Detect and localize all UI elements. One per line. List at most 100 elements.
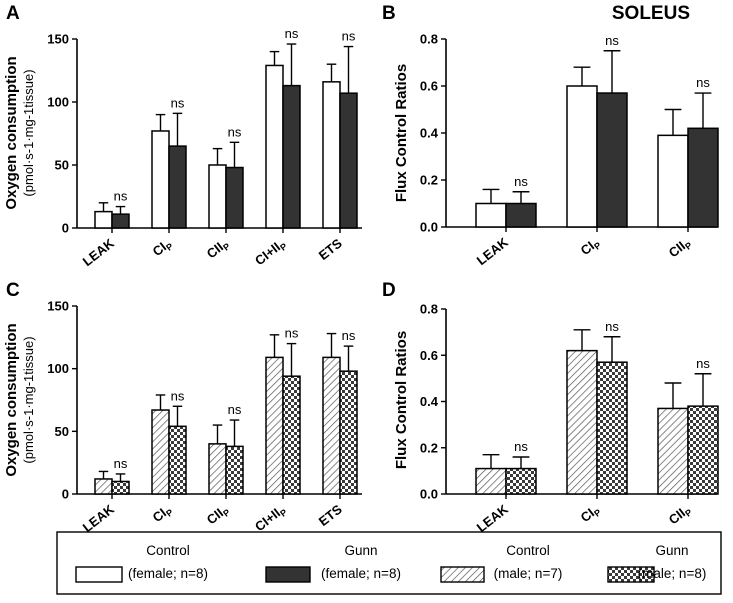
bar-control-male	[151, 409, 170, 495]
category-label-subscript: P	[683, 507, 694, 519]
legend-sublabel-gunn-female: (female; n=8)	[321, 566, 401, 581]
x-category-label: CIP	[578, 235, 603, 260]
x-category-label: CI+IIP	[252, 502, 289, 536]
y-tick-label: 0.4	[420, 126, 439, 141]
figure-title: SOLEUS	[612, 3, 690, 24]
bar-control-male	[94, 478, 113, 495]
y-tick-label: 100	[47, 361, 69, 376]
chart-panel-d: D Flux Control Ratios 0.0 0.2 0.4 0.6 0.8 ns LEA…	[382, 280, 719, 535]
bar-control-male	[475, 467, 507, 495]
x-category-label: LEAK	[474, 501, 512, 535]
category-label-main: LEAK	[80, 235, 118, 269]
legend-sublabel-control-male: (male; n=7)	[494, 566, 563, 581]
bar-control-female	[322, 81, 341, 229]
significance-label: ns	[114, 189, 128, 204]
legend-swatch-control-male	[440, 566, 485, 583]
legend-sublabel-gunn-male: (male; n=8)	[638, 566, 707, 581]
category-label-main: LEAK	[474, 501, 512, 535]
bar-control-female	[151, 130, 170, 229]
significance-label: ns	[171, 95, 185, 110]
bar-control-female	[208, 164, 227, 229]
panel-letter: C	[6, 280, 20, 301]
significance-label: ns	[605, 319, 619, 334]
chart-panel-b: B Flux Control Ratios 0.0 0.2 0.4 0.6 0.8 ns LEA…	[382, 3, 719, 268]
y-tick-label: 0.8	[420, 302, 438, 317]
bar-gunn-male	[168, 425, 187, 495]
legend-swatch-control-female	[75, 566, 123, 583]
category-label-subscript: P	[221, 507, 232, 519]
bar-control-male	[265, 356, 284, 495]
x-category-label: ETS	[316, 235, 345, 263]
category-label-main: ETS	[316, 501, 345, 529]
x-category-label: CIIP	[666, 235, 694, 262]
x-category-label: CIP	[150, 502, 175, 527]
y-tick-label: 50	[55, 158, 69, 173]
legend-swatch-gunn-male	[607, 566, 655, 583]
x-category-label: CIIP	[204, 236, 232, 263]
chart-panel-a: A Oxygen consumption (pmol·s-1·mg-1tissue)…	[3, 3, 362, 270]
y-tick-label: 150	[47, 299, 69, 314]
legend-swatch-gunn-female	[265, 566, 311, 583]
significance-label: ns	[228, 124, 242, 139]
bar-gunn-male	[505, 467, 537, 495]
significance-label: ns	[228, 402, 242, 417]
category-label-main: LEAK	[80, 501, 118, 535]
category-label-subscript: P	[278, 241, 289, 253]
bar-control-female	[265, 64, 284, 229]
bar-gunn-female	[339, 92, 358, 229]
significance-label: ns	[696, 75, 710, 90]
x-category-label: CIIP	[204, 502, 232, 529]
y-axis-sublabel: (pmol·s-1·mg-1tissue)	[21, 336, 36, 463]
bar-control-female	[657, 134, 689, 228]
category-label-main: ETS	[316, 235, 345, 263]
y-tick-label: 0.2	[420, 440, 438, 455]
legend-sublabel-control-female: (female; n=8)	[128, 566, 208, 581]
x-category-label: LEAK	[80, 235, 118, 269]
bar-gunn-female	[168, 145, 187, 229]
y-tick-label: 0	[62, 487, 69, 502]
y-tick-label: 0.4	[420, 394, 439, 409]
x-category-label: CIP	[578, 502, 603, 527]
category-label-subscript: P	[164, 507, 175, 519]
bar-gunn-female	[282, 84, 301, 229]
x-category-label: CI+IIP	[252, 236, 289, 270]
bar-gunn-female	[596, 92, 628, 228]
panel-letter: A	[6, 3, 20, 24]
chart-panel-c: C Oxygen consumption (pmol·s-1·mg-1tissue)…	[3, 280, 362, 536]
category-label-subscript: P	[221, 241, 232, 253]
legend-label-gunn-male: Gunn	[655, 543, 688, 558]
bar-control-female	[475, 202, 507, 228]
y-tick-label: 0.6	[420, 348, 438, 363]
bar-gunn-male	[282, 375, 301, 495]
bar-control-male	[566, 349, 598, 495]
y-axis-label: Oxygen consumption	[3, 323, 20, 476]
x-category-label: CIP	[150, 236, 175, 261]
category-label-subscript: P	[592, 240, 603, 252]
panel-letter: D	[382, 280, 396, 301]
y-tick-label: 0.0	[420, 487, 438, 502]
legend-label-control-female: Control	[146, 543, 190, 558]
significance-label: ns	[285, 326, 299, 341]
bar-control-male	[322, 356, 341, 495]
bar-control-male	[657, 407, 689, 495]
y-axis-label: Oxygen consumption	[3, 56, 20, 209]
significance-label: ns	[114, 456, 128, 471]
significance-label: ns	[696, 356, 710, 371]
bar-control-female	[566, 85, 598, 228]
significance-label: ns	[285, 26, 299, 41]
bar-gunn-female	[111, 213, 130, 229]
x-category-label: ETS	[316, 501, 345, 529]
y-axis-sublabel: (pmol·s-1·mg-1tissue)	[21, 69, 36, 196]
significance-label: ns	[514, 174, 528, 189]
bar-gunn-female	[225, 166, 244, 229]
y-tick-label: 50	[55, 424, 69, 439]
bar-gunn-male	[339, 370, 358, 495]
panel-letter: B	[382, 3, 396, 24]
category-label-main: LEAK	[474, 234, 512, 268]
bar-gunn-female	[687, 127, 719, 228]
bar-gunn-male	[111, 480, 130, 495]
significance-label: ns	[514, 439, 528, 454]
category-label-subscript: P	[592, 507, 603, 519]
y-axis-label: Flux Control Ratios	[393, 64, 410, 202]
